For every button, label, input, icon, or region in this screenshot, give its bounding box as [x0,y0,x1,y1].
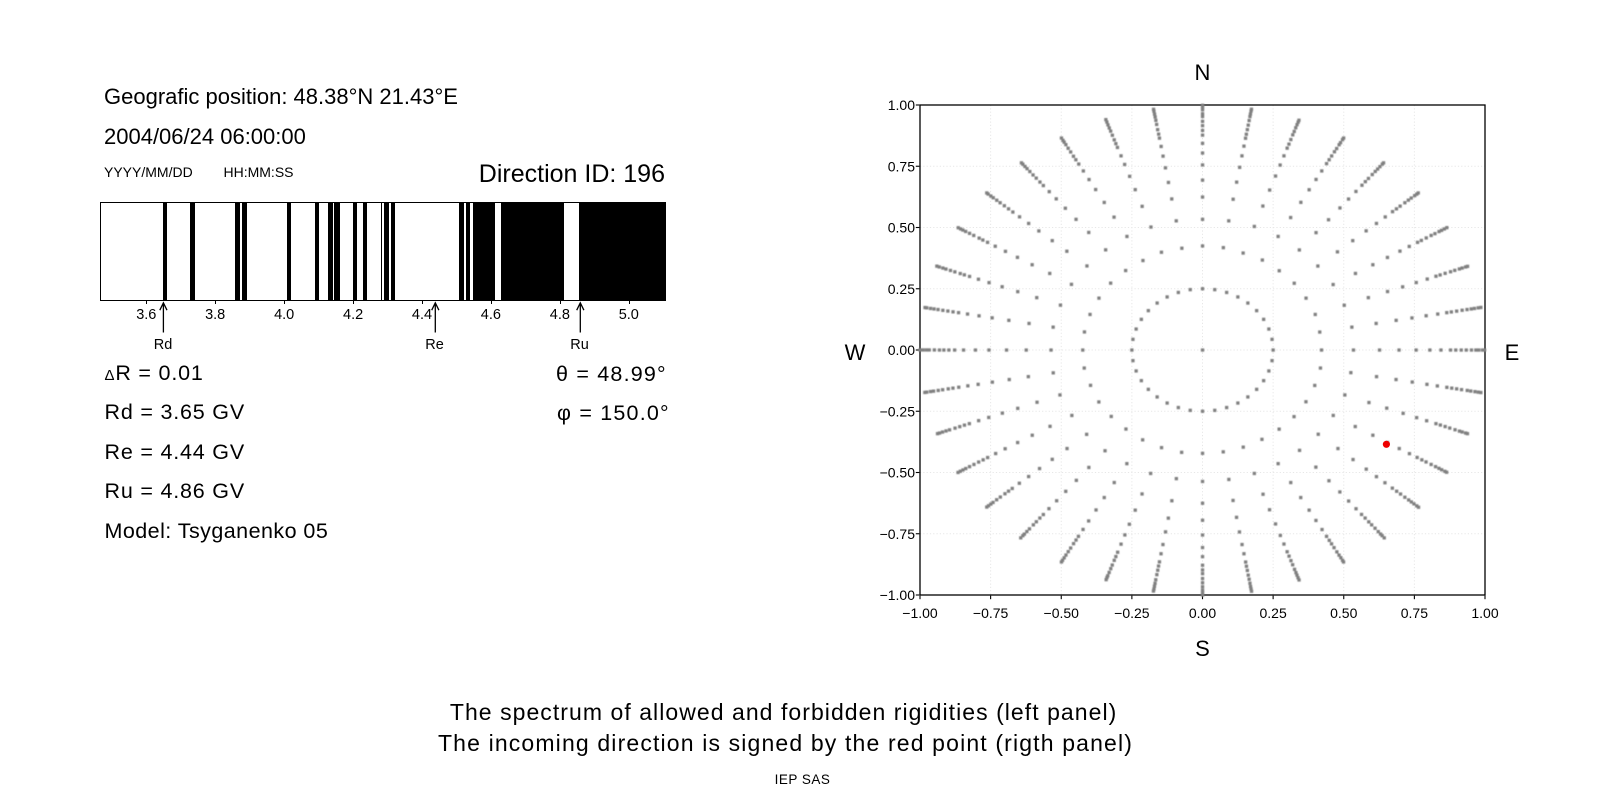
svg-text:E: E [1505,340,1520,365]
svg-text:1.00: 1.00 [888,97,915,113]
svg-text:0.75: 0.75 [1401,605,1428,621]
svg-text:0.50: 0.50 [1330,605,1357,621]
svg-text:−0.50: −0.50 [880,465,916,481]
svg-text:1.00: 1.00 [1471,605,1498,621]
svg-text:S: S [1195,636,1210,661]
svg-text:−0.25: −0.25 [880,403,916,419]
svg-text:W: W [845,340,866,365]
svg-text:−0.50: −0.50 [1044,605,1080,621]
svg-text:0.25: 0.25 [888,281,915,297]
svg-text:N: N [1195,60,1211,85]
svg-text:−0.25: −0.25 [1114,605,1150,621]
svg-text:−1.00: −1.00 [880,587,916,603]
svg-text:0.00: 0.00 [888,342,915,358]
svg-text:0.25: 0.25 [1259,605,1286,621]
svg-text:−0.75: −0.75 [973,605,1009,621]
svg-text:0.75: 0.75 [888,158,915,174]
svg-text:0.50: 0.50 [888,220,915,236]
svg-text:−1.00: −1.00 [902,605,938,621]
svg-text:0.00: 0.00 [1189,605,1216,621]
svg-text:−0.75: −0.75 [880,526,916,542]
